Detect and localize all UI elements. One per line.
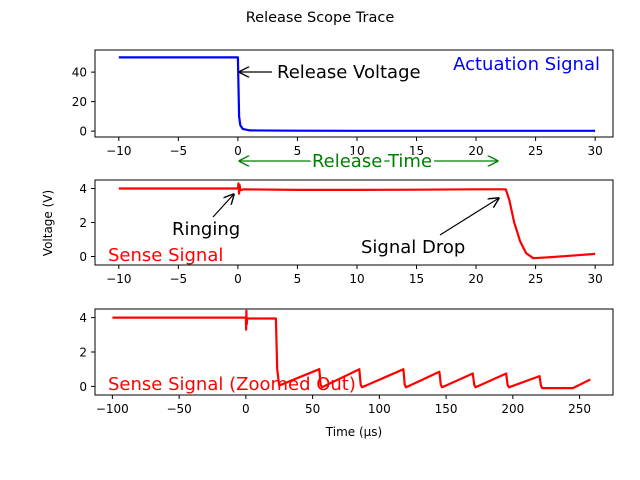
sense-x-tick-label: 0 (234, 272, 242, 286)
zoomed-x-tick-label: 0 (242, 402, 250, 416)
actuation-axes-frame (94, 49, 614, 138)
zoomed-signal-title: Sense Signal (Zoomed Out) (108, 374, 356, 395)
release-voltage-label: Release Voltage (277, 62, 421, 83)
actuation-x-tick-label: 30 (587, 144, 602, 158)
zoomed-x-ticks: −100 −50 0 50 100 150 200 250 (96, 395, 591, 416)
zoomed-x-tick-label: −100 (96, 402, 129, 416)
zoomed-x-tick-label: 200 (501, 402, 524, 416)
actuation-signal-title: Actuation Signal (453, 54, 600, 75)
sense-signal-title: Sense Signal (108, 245, 223, 266)
sense-x-ticks: −10 −5 0 5 10 15 20 25 30 (106, 265, 603, 286)
time-xlabel: Time (μs) (325, 425, 382, 439)
zoomed-y-ticks: 0 2 4 (79, 311, 95, 394)
actuation-x-tick-label: 25 (528, 144, 543, 158)
actuation-x-tick-label: 0 (234, 144, 242, 158)
zoomed-panel: −100 −50 0 50 100 150 200 250 0 2 4 Sense Signal … (79, 308, 614, 439)
actuation-x-tick-label: 20 (468, 144, 483, 158)
zoomed-series-line-0 (112, 309, 591, 390)
sense-x-tick-label: 10 (349, 272, 364, 286)
sense-y-tick-label: 0 (79, 250, 87, 264)
sense-y-tick-label: 2 (79, 216, 87, 230)
sense-x-tick-label: −10 (106, 272, 131, 286)
sense-x-tick-label: 15 (409, 272, 424, 286)
sense-y-tick-label: 4 (79, 182, 87, 196)
actuation-y-tick-label: 20 (72, 95, 87, 109)
sense-series-line-0 (118, 182, 596, 260)
zoomed-y-tick-label: 4 (79, 311, 87, 325)
sense-x-tick-label: 25 (528, 272, 543, 286)
sense-x-tick-label: 30 (587, 272, 602, 286)
sense-series (118, 182, 596, 260)
actuation-series (118, 56, 596, 132)
actuation-x-tick-label: 10 (349, 144, 364, 158)
actuation-x-ticks: −10 −5 0 5 10 15 20 25 30 (106, 137, 603, 158)
sense-ylabel: Voltage (V) (41, 190, 55, 256)
zoomed-x-tick-label: 100 (368, 402, 391, 416)
zoomed-y-tick-label: 0 (79, 380, 87, 394)
figure-suptitle: Release Scope Trace (246, 10, 395, 26)
sense-x-tick-label: −5 (170, 272, 188, 286)
actuation-x-tick-label: 15 (409, 144, 424, 158)
zoomed-x-tick-label: 50 (305, 402, 320, 416)
zoomed-series (112, 309, 591, 390)
sense-panel: −10 −5 0 5 10 15 20 25 30 0 2 4 Voltage (V) Sense … (41, 179, 614, 286)
actuation-series-line-0 (118, 56, 596, 132)
actuation-y-tick-label: 40 (72, 66, 87, 80)
actuation-x-tick-label: −5 (170, 144, 188, 158)
zoomed-y-tick-label: 2 (79, 346, 87, 360)
zoomed-x-tick-label: 150 (435, 402, 458, 416)
ringing-label: Ringing (172, 219, 240, 240)
ringing-arrow (212, 194, 234, 218)
actuation-panel: −10 −5 0 5 10 15 20 25 30 0 20 40 Actuation Signal… (72, 49, 614, 175)
zoomed-x-tick-label: −50 (166, 402, 191, 416)
sense-y-ticks: 0 2 4 (79, 182, 95, 264)
actuation-x-tick-label: −10 (106, 144, 131, 158)
actuation-y-tick-label: 0 (79, 125, 87, 139)
actuation-y-ticks: 0 20 40 (72, 66, 95, 139)
signal-drop-label: Signal Drop (361, 237, 465, 258)
zoomed-x-tick-label: 250 (568, 402, 591, 416)
signal-drop-arrow (439, 198, 499, 236)
actuation-x-tick-label: 5 (294, 144, 302, 158)
release-time-label: Release Time (312, 151, 432, 172)
sense-x-tick-label: 5 (294, 272, 302, 286)
sense-x-tick-label: 20 (468, 272, 483, 286)
